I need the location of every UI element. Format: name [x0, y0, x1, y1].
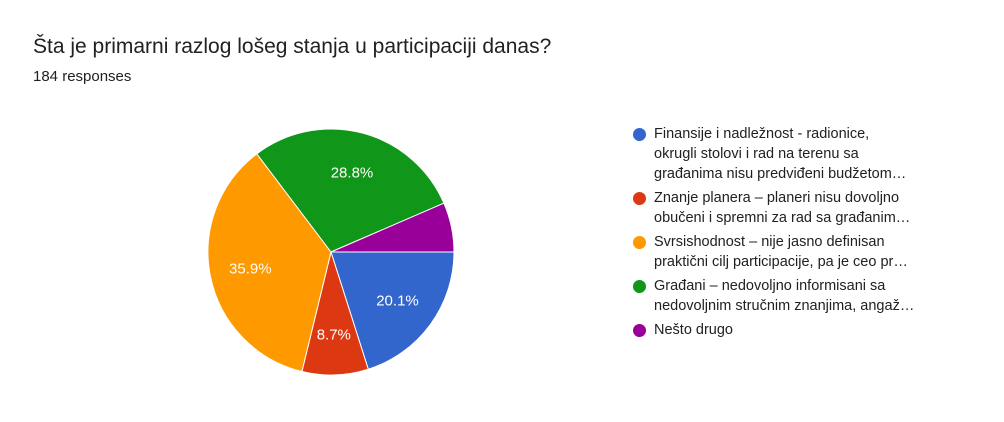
legend-label: Građani – nedovoljno informisani sa nedov… — [654, 276, 954, 316]
pie-slice-label-3: 28.8% — [331, 164, 374, 181]
pie-slice-label-1: 8.7% — [317, 326, 351, 343]
pie-slice-label-0: 20.1% — [376, 293, 419, 310]
legend-swatch-icon — [633, 280, 646, 293]
legend-label: Nešto drugo — [654, 320, 954, 340]
pie-slice-2 — [207, 153, 332, 373]
legend-item-2[interactable]: Svrsishodnost – nije jasno definisan prak… — [633, 232, 963, 272]
chart-title: Šta je primarni razlog lošeg stanja u pa… — [33, 35, 552, 58]
legend-label-line: Nešto drugo — [654, 322, 733, 338]
legend-item-1[interactable]: Znanje planera – planeri nisu dovoljno ob… — [633, 188, 963, 228]
legend-item-3[interactable]: Građani – nedovoljno informisani sa nedov… — [633, 276, 963, 316]
legend-label-line: Svrsishodnost – nije jasno definisan — [654, 234, 885, 250]
legend-label-line: Znanje planera – planeri nisu dovoljno — [654, 190, 900, 206]
legend-item-0[interactable]: Finansije i nadležnost - radionice, okrug… — [633, 124, 963, 184]
legend-label-line: praktični cilj participacije, pa je ceo … — [654, 254, 908, 270]
legend-swatch-icon — [633, 324, 646, 337]
legend-label: Znanje planera – planeri nisu dovoljno ob… — [654, 188, 954, 228]
legend-label-line: Finansije i nadležnost - radionice, — [654, 126, 870, 142]
pie-slice-3 — [256, 128, 445, 253]
pie-slice-4 — [330, 202, 455, 253]
legend-swatch-icon — [633, 128, 646, 141]
pie-slice-0 — [330, 251, 455, 370]
legend-swatch-icon — [633, 192, 646, 205]
legend-label-line: nedovoljnim stručnim znanjima, angaž… — [654, 298, 915, 314]
legend-label-line: građanima nisu predviđeni budžetom… — [654, 166, 907, 182]
chart-legend: Finansije i nadležnost - radionice, okrug… — [633, 124, 963, 344]
legend-label: Finansije i nadležnost - radionice, okrug… — [654, 124, 954, 184]
legend-label-line: Građani – nedovoljno informisani sa — [654, 278, 886, 294]
pie-slice-labels: 20.1% 8.7% 35.9% 28.8% — [229, 164, 419, 343]
legend-label-line: okrugli stolovi i rad na terenu sa — [654, 146, 859, 162]
pie-slice-label-2: 35.9% — [229, 261, 272, 278]
legend-label-line: obučeni i spremni za rad sa građanim… — [654, 210, 911, 226]
legend-item-4[interactable]: Nešto drugo — [633, 320, 963, 340]
pie-slices — [207, 128, 455, 376]
legend-swatch-icon — [633, 236, 646, 249]
legend-label: Svrsishodnost – nije jasno definisan prak… — [654, 232, 954, 272]
response-count: 184 responses — [33, 68, 132, 85]
